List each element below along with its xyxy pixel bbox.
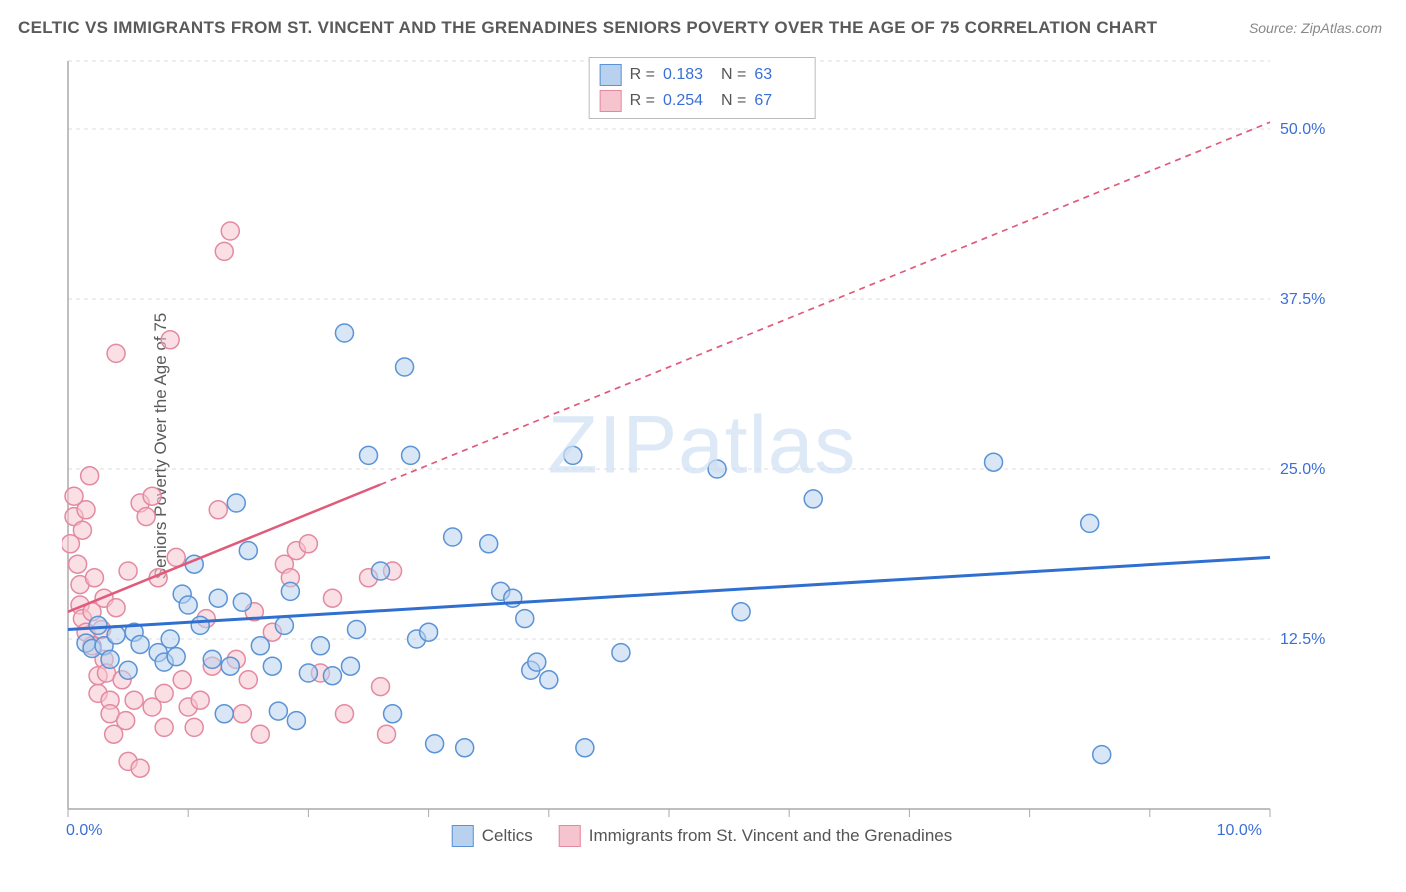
- svg-text:0.0%: 0.0%: [66, 822, 102, 839]
- legend-r-label: R =: [630, 92, 655, 110]
- legend-row-series-0: R = 0.183 N = 63: [600, 62, 805, 88]
- legend-item-1: Immigrants from St. Vincent and the Gren…: [559, 825, 952, 847]
- legend-r-value-1: 0.254: [663, 92, 713, 110]
- legend-row-series-1: R = 0.254 N = 67: [600, 88, 805, 114]
- legend-n-label: N =: [721, 66, 746, 84]
- legend-n-label: N =: [721, 92, 746, 110]
- source-attribution: Source: ZipAtlas.com: [1249, 20, 1382, 36]
- legend-swatch-bottom-1: [559, 825, 581, 847]
- legend-r-label: R =: [630, 66, 655, 84]
- scatter-plot-svg: 12.5% 25.0% 37.5% 50.0% 0.0% 10.0%: [62, 55, 1342, 845]
- chart-title: CELTIC VS IMMIGRANTS FROM ST. VINCENT AN…: [18, 18, 1157, 38]
- legend-n-value-1: 67: [754, 92, 804, 110]
- series-legend: Celtics Immigrants from St. Vincent and …: [452, 825, 953, 847]
- legend-r-value-0: 0.183: [663, 66, 713, 84]
- legend-swatch-0: [600, 64, 622, 86]
- svg-text:12.5%: 12.5%: [1280, 631, 1325, 648]
- legend-item-0: Celtics: [452, 825, 533, 847]
- legend-swatch-bottom-0: [452, 825, 474, 847]
- legend-label-0: Celtics: [482, 826, 533, 846]
- svg-text:50.0%: 50.0%: [1280, 121, 1325, 138]
- legend-n-value-0: 63: [754, 66, 804, 84]
- legend-label-1: Immigrants from St. Vincent and the Gren…: [589, 826, 952, 846]
- svg-text:10.0%: 10.0%: [1217, 822, 1262, 839]
- legend-swatch-1: [600, 90, 622, 112]
- svg-text:37.5%: 37.5%: [1280, 291, 1325, 308]
- correlation-legend: R = 0.183 N = 63 R = 0.254 N = 67: [589, 57, 816, 119]
- chart-area: ZIPatlas 12.5%25.0%37.5%50.0%0.0%10.0% R…: [62, 55, 1342, 845]
- svg-text:25.0%: 25.0%: [1280, 461, 1325, 478]
